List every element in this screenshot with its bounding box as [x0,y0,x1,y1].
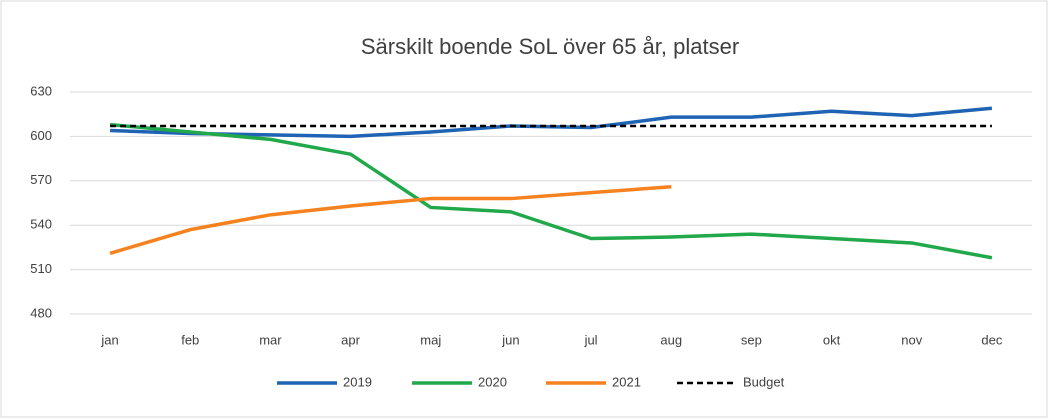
y-tick-label: 510 [30,261,52,276]
x-tick-label: okt [823,332,841,347]
x-tick-label: nov [901,332,922,347]
series-line [109,184,672,255]
x-tick-label: aug [660,332,682,347]
x-tick-label: mar [259,332,282,347]
x-tick-label: jul [584,332,598,347]
x-tick-label: apr [341,332,360,347]
legend-label: 2021 [612,374,641,389]
x-tick-label: feb [181,332,199,347]
legend-label: 2020 [478,374,507,389]
legend-label: Budget [743,374,785,389]
series-line [109,122,993,260]
chart-title: Särskilt boende SoL över 65 år, platser [361,34,739,59]
x-tick-label: dec [981,332,1002,347]
x-tick-label: jan [100,332,118,347]
x-tick-label: maj [420,332,441,347]
legend-label: 2019 [343,374,372,389]
x-tick-label: jun [501,332,519,347]
y-tick-label: 570 [30,172,52,187]
y-tick-label: 540 [30,217,52,232]
y-tick-label: 600 [30,128,52,143]
y-tick-label: 480 [30,305,52,320]
x-tick-label: sep [741,332,762,347]
y-tick-label: 630 [30,83,52,98]
